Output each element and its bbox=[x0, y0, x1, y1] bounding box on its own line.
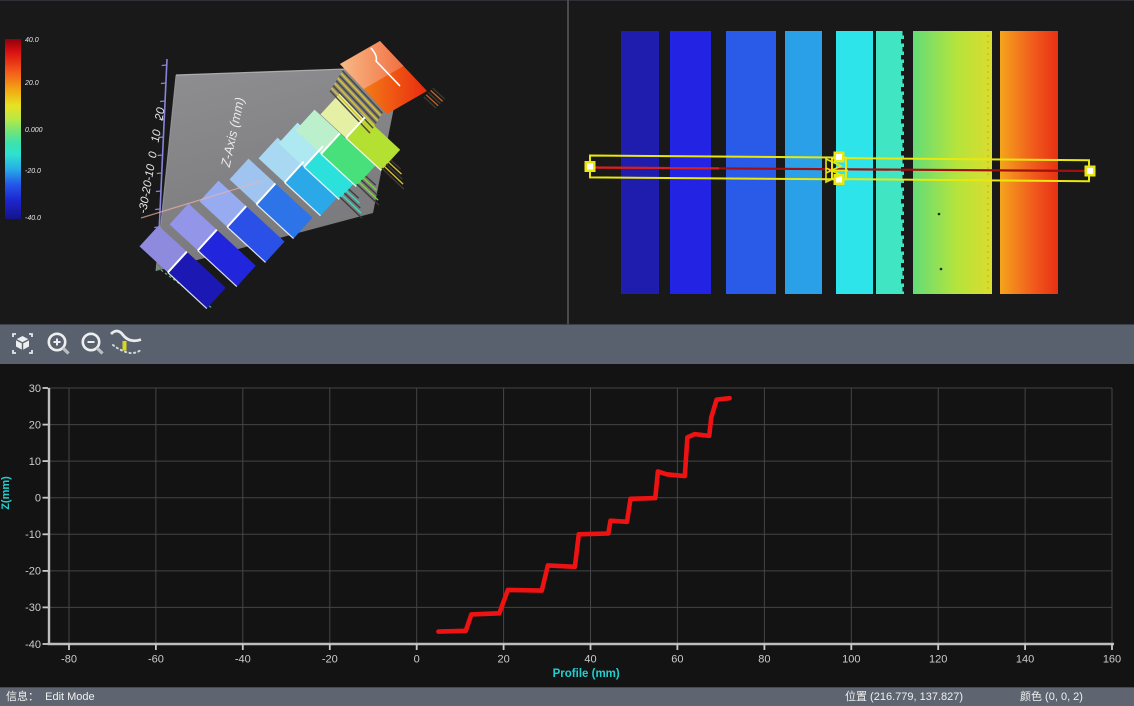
svg-text:80: 80 bbox=[758, 654, 770, 666]
svg-text:-20.0: -20.0 bbox=[25, 168, 41, 175]
svg-text:Z(mm): Z(mm) bbox=[0, 476, 12, 510]
svg-text:Profile (mm): Profile (mm) bbox=[553, 668, 620, 680]
svg-text:140: 140 bbox=[1016, 654, 1034, 666]
svg-text:30: 30 bbox=[29, 383, 41, 395]
svg-text:0.000: 0.000 bbox=[25, 127, 43, 134]
svg-text:160: 160 bbox=[1103, 654, 1121, 666]
svg-text:100: 100 bbox=[842, 654, 860, 666]
svg-text:-20: -20 bbox=[322, 654, 338, 666]
svg-text:60: 60 bbox=[671, 654, 683, 666]
svg-text:0: 0 bbox=[35, 493, 41, 505]
svg-text:0: 0 bbox=[414, 654, 420, 666]
svg-text:120: 120 bbox=[929, 654, 947, 666]
svg-text:-10: -10 bbox=[25, 529, 41, 541]
svg-text:20.0: 20.0 bbox=[24, 80, 39, 87]
svg-text:40: 40 bbox=[584, 654, 596, 666]
svg-text:20: 20 bbox=[29, 419, 41, 431]
svg-text:40.0: 40.0 bbox=[25, 37, 39, 44]
svg-text:-80: -80 bbox=[61, 654, 77, 666]
svg-text:-20: -20 bbox=[25, 566, 41, 578]
svg-text:-40: -40 bbox=[25, 639, 41, 651]
svg-text:-40: -40 bbox=[235, 654, 251, 666]
svg-text:-60: -60 bbox=[148, 654, 164, 666]
svg-text:-40.0: -40.0 bbox=[25, 215, 41, 222]
svg-text:20: 20 bbox=[497, 654, 509, 666]
svg-text:10: 10 bbox=[29, 456, 41, 468]
svg-text:-30: -30 bbox=[25, 602, 41, 614]
